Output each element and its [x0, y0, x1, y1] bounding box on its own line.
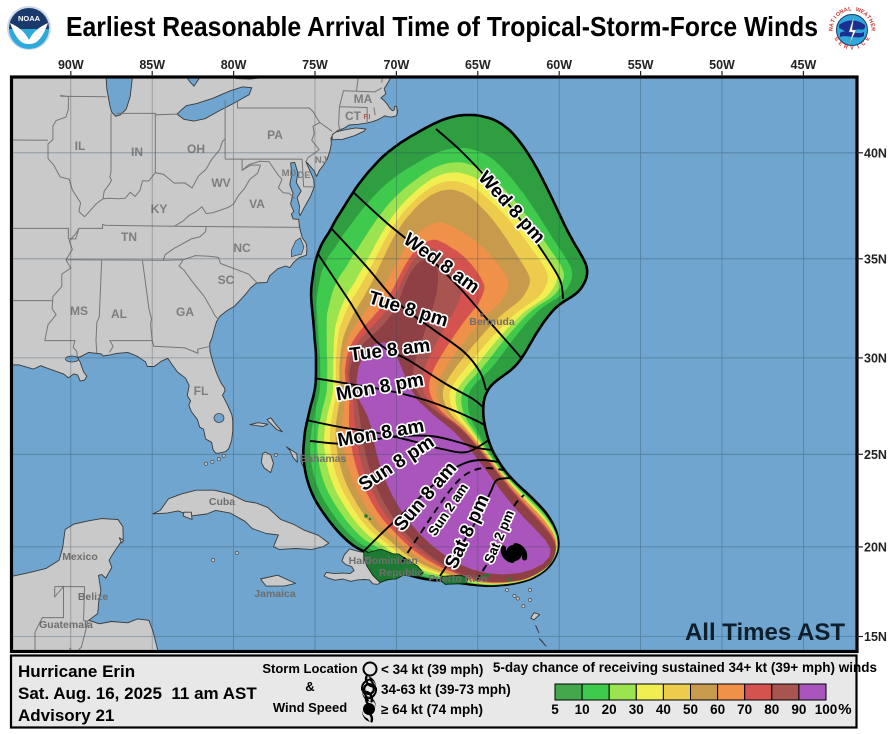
- svg-text:Mexico: Mexico: [62, 551, 98, 563]
- svg-text:MA: MA: [354, 92, 373, 106]
- svg-text:E: E: [865, 36, 872, 42]
- svg-text:A: A: [829, 22, 836, 27]
- svg-text:80W: 80W: [221, 58, 247, 72]
- svg-text:MS: MS: [70, 304, 88, 318]
- svg-text:Puerto Rico: Puerto Rico: [429, 573, 488, 585]
- svg-text:L: L: [848, 6, 853, 12]
- svg-text:GA: GA: [176, 305, 194, 319]
- svg-text:All Times AST: All Times AST: [685, 619, 845, 646]
- svg-text:N: N: [839, 9, 845, 16]
- svg-text:Hurricane Erin: Hurricane Erin: [18, 662, 135, 681]
- svg-text:E: E: [859, 9, 865, 16]
- svg-text:5: 5: [551, 702, 559, 717]
- svg-text:40: 40: [656, 702, 671, 717]
- svg-text:80: 80: [764, 702, 779, 717]
- svg-text:O: O: [835, 10, 843, 18]
- svg-text:R: R: [869, 27, 875, 31]
- svg-text:15N: 15N: [864, 630, 887, 644]
- svg-text:WV: WV: [211, 176, 230, 190]
- svg-text:S: S: [832, 36, 839, 42]
- svg-text:I: I: [833, 15, 839, 20]
- svg-text:N: N: [828, 27, 834, 31]
- svg-text:20: 20: [602, 702, 617, 717]
- svg-text:E: E: [837, 41, 844, 48]
- svg-text:Bahamas: Bahamas: [300, 453, 347, 465]
- svg-text:AL: AL: [111, 307, 127, 321]
- svg-text:60: 60: [710, 702, 725, 717]
- svg-text:Republic: Republic: [379, 567, 423, 579]
- svg-text:C: C: [860, 41, 867, 48]
- svg-text:50W: 50W: [709, 58, 735, 72]
- svg-text:KY: KY: [151, 202, 168, 216]
- svg-text:25N: 25N: [864, 448, 887, 462]
- svg-text:30N: 30N: [864, 351, 887, 365]
- svg-text:Haiti: Haiti: [349, 555, 372, 567]
- svg-text:VA: VA: [249, 197, 265, 211]
- svg-text:A: A: [862, 11, 869, 18]
- svg-text:90: 90: [791, 702, 806, 717]
- svg-text:DE: DE: [297, 170, 310, 181]
- svg-text:Bermuda: Bermuda: [469, 316, 515, 328]
- svg-text:65W: 65W: [465, 58, 491, 72]
- svg-text:CT: CT: [345, 109, 362, 123]
- svg-text:T: T: [830, 18, 837, 24]
- svg-text:40N: 40N: [864, 146, 887, 160]
- svg-text:NJ: NJ: [315, 155, 327, 166]
- svg-text:45W: 45W: [791, 58, 817, 72]
- svg-text:Guatemala: Guatemala: [39, 619, 93, 631]
- svg-text:R: R: [843, 44, 849, 51]
- svg-text:75W: 75W: [302, 58, 328, 72]
- svg-text:Wind Speed: Wind Speed: [273, 700, 347, 715]
- svg-text:34-63 kt (39-73 mph): 34-63 kt (39-73 mph): [381, 682, 511, 697]
- svg-text:T: T: [865, 14, 872, 21]
- svg-text:I: I: [857, 44, 861, 50]
- svg-text:50: 50: [683, 702, 698, 717]
- svg-text:35N: 35N: [864, 252, 887, 266]
- svg-text:Earliest Reasonable Arrival Ti: Earliest Reasonable Arrival Time of Trop…: [66, 11, 818, 42]
- svg-text:H: H: [867, 18, 874, 24]
- svg-text:FL: FL: [194, 384, 209, 398]
- svg-text:V: V: [850, 46, 854, 52]
- svg-text:NOAA: NOAA: [18, 14, 41, 23]
- svg-text:RI: RI: [364, 114, 371, 121]
- svg-text:&: &: [305, 679, 314, 694]
- svg-text:Sat. Aug. 16, 2025 11 am AST: Sat. Aug. 16, 2025 11 am AST: [18, 684, 257, 703]
- svg-text:< 34 kt (39 mph): < 34 kt (39 mph): [381, 662, 483, 677]
- svg-text:MD: MD: [282, 168, 297, 179]
- svg-text:10: 10: [575, 702, 590, 717]
- svg-text:IL: IL: [75, 139, 86, 153]
- svg-text:NC: NC: [233, 241, 251, 255]
- svg-text:W: W: [855, 7, 863, 15]
- svg-text:Jamaica: Jamaica: [254, 588, 296, 600]
- svg-text:%: %: [838, 701, 851, 718]
- svg-text:Advisory 21: Advisory 21: [18, 706, 114, 725]
- svg-text:85W: 85W: [139, 58, 165, 72]
- svg-text:Belize: Belize: [78, 591, 109, 603]
- svg-text:5-day chance of receiving sust: 5-day chance of receiving sustained 34+ …: [493, 660, 877, 675]
- svg-text:Cuba: Cuba: [209, 496, 235, 508]
- svg-text:100: 100: [815, 702, 838, 717]
- svg-text:20N: 20N: [864, 540, 887, 554]
- svg-text:SC: SC: [218, 273, 235, 287]
- svg-text:OH: OH: [187, 142, 205, 156]
- svg-text:Storm Location: Storm Location: [262, 661, 357, 676]
- svg-text:IN: IN: [131, 145, 143, 159]
- svg-text:70: 70: [737, 702, 752, 717]
- svg-text:60W: 60W: [546, 58, 572, 72]
- svg-text:Dominican: Dominican: [364, 555, 418, 567]
- svg-text:TN: TN: [121, 230, 137, 244]
- svg-text:30: 30: [629, 702, 644, 717]
- svg-text:A: A: [843, 7, 849, 14]
- svg-text:E: E: [869, 23, 876, 28]
- svg-text:90W: 90W: [58, 58, 84, 72]
- svg-text:PA: PA: [267, 128, 283, 142]
- svg-text:≥ 64 kt (74 mph): ≥ 64 kt (74 mph): [381, 702, 483, 717]
- svg-text:55W: 55W: [628, 58, 654, 72]
- svg-text:70W: 70W: [384, 58, 410, 72]
